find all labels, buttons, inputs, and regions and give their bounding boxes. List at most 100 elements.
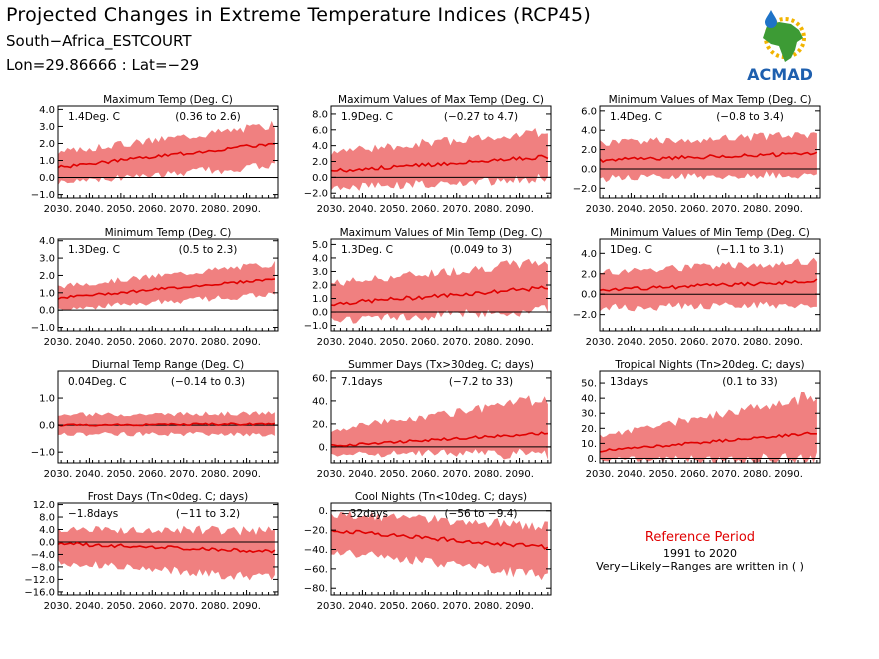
y-tick-label: −2.0 — [573, 310, 597, 321]
x-tick-label: 2090. — [505, 469, 534, 480]
x-tick-label: 2090. — [774, 337, 803, 348]
range-label: (0.1 to 33) — [722, 376, 777, 388]
x-tick-label: 2060. — [411, 204, 440, 215]
reference-years: 1991 to 2020 — [662, 547, 738, 560]
y-tick-label: −2.0 — [573, 184, 597, 195]
y-tick-label: −1.0 — [31, 190, 55, 201]
chart-title: Frost Days (Tn<0deg. C; days) — [88, 491, 248, 503]
y-tick-label: 8.0 — [39, 513, 55, 524]
chart-panel: −16.0−12.0 −8.0−4.0 0.04.08.0 12.0 2030. 2040… — [24, 491, 279, 612]
x-tick-label: 2080. — [474, 337, 503, 348]
y-tick-label: −16.0 — [24, 587, 55, 598]
x-tick-label: 2060. — [411, 337, 440, 348]
x-tick-label: 2040. — [617, 337, 646, 348]
change-label: 1.3Deg. C — [68, 244, 120, 256]
y-tick-label: 12.0 — [33, 500, 55, 511]
median-line — [599, 151, 818, 163]
reference-box: Reference Period 1991 to 2020 Very−Likel… — [590, 530, 810, 573]
y-tick-label: 20. — [312, 419, 328, 430]
x-tick-label: 2030. — [44, 337, 73, 348]
x-tick-label: 2080. — [474, 601, 503, 612]
chart-panel: −1.0 0.0 1.0 2.0 3.0 4.0 5.0 2030. 2040. 2050. 206… — [304, 227, 552, 348]
y-tick-label: 2.0 — [39, 271, 55, 282]
range-label: (0.5 to 2.3) — [179, 244, 238, 256]
y-tick-label: 4.0 — [312, 253, 328, 264]
logo-text: ACMAD — [747, 65, 813, 84]
y-tick-label: 1.0 — [39, 288, 55, 299]
y-tick-label: −8.0 — [31, 562, 55, 573]
water-drop-icon — [765, 10, 777, 28]
x-tick-label: 2060. — [680, 469, 709, 480]
x-tick-label: 2050. — [649, 204, 678, 215]
chart-title: Maximum Values of Max Temp (Deg. C) — [338, 94, 544, 106]
chart-panel: −2.0 0.0 2.0 4.0 6.0 2030. 2040. 2050. 2060. 2070… — [573, 94, 821, 215]
y-tick-label: 2.0 — [581, 145, 597, 156]
x-tick-label: 2070. — [442, 204, 471, 215]
y-tick-label: 2.0 — [312, 281, 328, 292]
reference-note: Very−Likely−Ranges are written in ( ) — [596, 560, 804, 573]
change-label: 1.4Deg. C — [68, 111, 120, 123]
y-tick-label: 30. — [581, 409, 597, 420]
x-tick-label: 2030. — [44, 204, 73, 215]
x-tick-label: 2070. — [711, 469, 740, 480]
change-label: 1.9Deg. C — [341, 111, 393, 123]
x-tick-label: 2060. — [138, 601, 167, 612]
x-tick-label: 2030. — [586, 204, 615, 215]
y-tick-label: 3.0 — [39, 254, 55, 265]
x-tick-label: 2070. — [169, 469, 198, 480]
x-tick-label: 2040. — [617, 469, 646, 480]
chart-title: Minimum Temp (Deg. C) — [105, 227, 232, 239]
x-tick-label: 2080. — [743, 337, 772, 348]
y-tick-label: −80. — [304, 584, 328, 595]
range-band — [58, 120, 275, 186]
x-tick-label: 2030. — [586, 469, 615, 480]
chart-title: Minimum Values of Max Temp (Deg. C) — [609, 94, 812, 106]
y-tick-label: −12.0 — [24, 575, 55, 586]
chart-title: Minimum Values of Min Temp (Deg. C) — [610, 227, 810, 239]
x-tick-label: 2070. — [169, 204, 198, 215]
x-tick-label: 2060. — [411, 469, 440, 480]
x-tick-label: 2080. — [201, 337, 230, 348]
x-tick-label: 2060. — [680, 337, 709, 348]
x-tick-label: 2030. — [317, 337, 346, 348]
x-tick-label: 2060. — [138, 337, 167, 348]
x-tick-label: 2090. — [232, 601, 261, 612]
x-tick-label: 2030. — [44, 601, 73, 612]
change-label: 1.3Deg. C — [341, 244, 393, 256]
change-label: 1.4Deg. C — [610, 111, 662, 123]
y-tick-label: −1.0 — [31, 323, 55, 334]
x-tick-label: 2050. — [649, 469, 678, 480]
x-tick-label: 2070. — [442, 337, 471, 348]
range-label: (−7.2 to 33) — [449, 376, 513, 388]
y-tick-label: 10. — [581, 439, 597, 450]
median-line — [330, 285, 548, 307]
y-tick-label: −60. — [304, 564, 328, 575]
y-tick-label: 3.0 — [39, 122, 55, 133]
x-tick-label: 2040. — [617, 204, 646, 215]
range-label: (−11 to 3.2) — [176, 508, 240, 520]
x-tick-label: 2080. — [474, 204, 503, 215]
median-line — [599, 278, 818, 292]
y-tick-label: −20. — [304, 526, 328, 537]
x-tick-label: 2050. — [107, 204, 136, 215]
y-tick-label: 4.0 — [39, 105, 55, 116]
chart-panel: 0. 10. 20. 30. 40. 50. 2030. 2040. 2050. 2060. 207… — [581, 359, 821, 480]
y-tick-label: 4.0 — [581, 249, 597, 260]
range-band — [331, 258, 548, 324]
y-tick-label: −2.0 — [304, 189, 328, 200]
x-tick-label: 2040. — [348, 469, 377, 480]
y-tick-label: 6.0 — [312, 125, 328, 136]
median-line — [57, 142, 275, 169]
x-tick-label: 2050. — [380, 469, 409, 480]
x-tick-label: 2030. — [317, 204, 346, 215]
median-line — [599, 431, 817, 453]
x-tick-label: 2060. — [138, 469, 167, 480]
x-tick-label: 2060. — [138, 204, 167, 215]
median-line — [330, 154, 549, 173]
x-tick-label: 2040. — [348, 601, 377, 612]
y-tick-label: 0.0 — [581, 164, 597, 175]
x-tick-label: 2070. — [169, 601, 198, 612]
